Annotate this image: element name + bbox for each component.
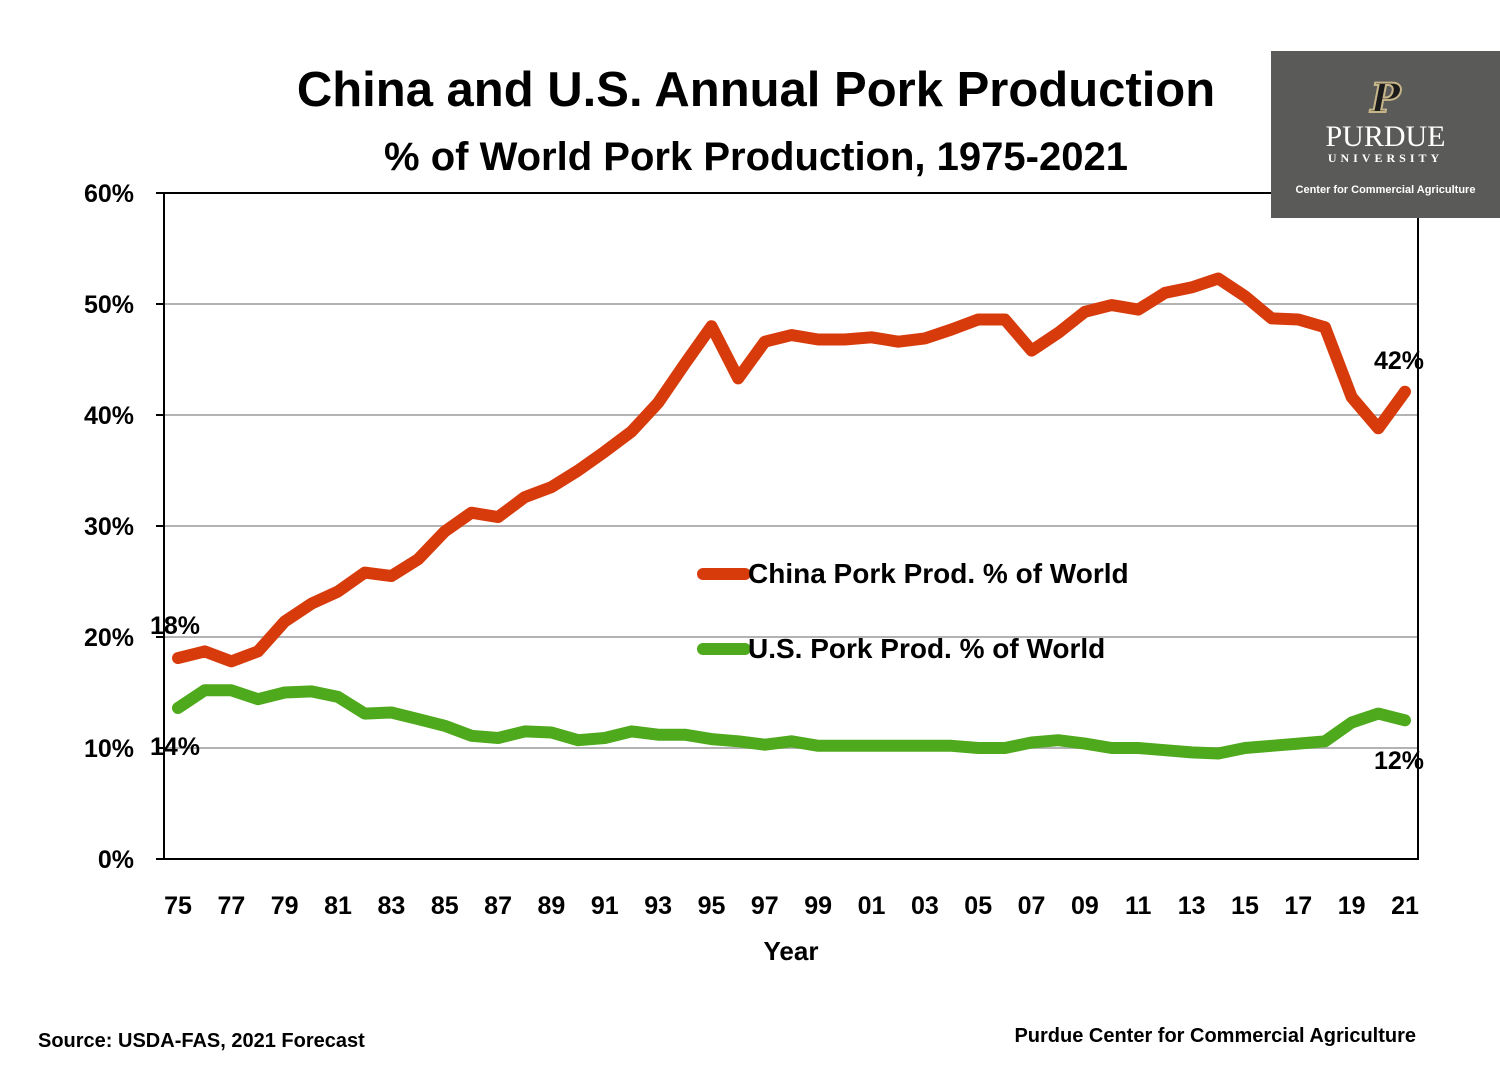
y-tick-label: 20% <box>84 624 134 652</box>
x-tick-label: 15 <box>1231 892 1259 920</box>
x-tick-label: 19 <box>1338 892 1366 920</box>
logo-name: PURDUE <box>1325 120 1446 153</box>
y-tick-label: 10% <box>84 735 134 763</box>
y-tick-label: 40% <box>84 402 134 430</box>
series-line-us <box>172 684 1411 760</box>
data-label-us-end: 12% <box>1374 747 1424 775</box>
x-tick-label: 81 <box>324 892 352 920</box>
x-tick-label: 93 <box>644 892 672 920</box>
chart-title: China and U.S. Annual Pork Production <box>297 63 1215 117</box>
x-axis: 75 77 79 81 83 85 87 89 91 93 95 97 99 01 03 05 07 09 11 13… <box>164 892 1419 920</box>
x-tick-label: 77 <box>217 892 245 920</box>
data-label-china-end: 42% <box>1374 347 1424 375</box>
x-tick-label: 95 <box>698 892 726 920</box>
x-tick-label: 03 <box>911 892 939 920</box>
legend: China Pork Prod. % of World U.S. Pork Pr… <box>697 558 1129 664</box>
y-tick-label: 60% <box>84 180 134 208</box>
x-tick-label: 99 <box>804 892 832 920</box>
x-tick-label: 11 <box>1125 892 1152 920</box>
x-tick-label: 17 <box>1284 892 1312 920</box>
y-tick-label: 0% <box>98 846 134 874</box>
x-tick-label: 09 <box>1071 892 1099 920</box>
logo-center: Center for Commercial Agriculture <box>1295 184 1476 196</box>
x-tick-label: 91 <box>591 892 619 920</box>
x-tick-label: 75 <box>164 892 192 920</box>
purdue-p-mark-icon: P <box>1369 75 1401 122</box>
source-note: Source: USDA-FAS, 2021 Forecast <box>38 1030 365 1052</box>
x-tick-label: 83 <box>377 892 405 920</box>
y-tick-label: 50% <box>84 291 134 319</box>
series-line-china <box>172 272 1411 668</box>
x-tick-label: 97 <box>751 892 779 920</box>
chart-subtitle: % of World Pork Production, 1975-2021 <box>384 135 1128 179</box>
purdue-logo: P PURDUE UNIVERSITY Center for Commercia… <box>1271 51 1500 218</box>
y-axis: 0% 10% 20% 30% 40% 50% 60% <box>84 180 164 874</box>
x-tick-label: 07 <box>1018 892 1046 920</box>
x-tick-label: 01 <box>858 892 886 920</box>
series-lines <box>172 272 1411 760</box>
x-tick-label: 13 <box>1178 892 1206 920</box>
legend-label-us: U.S. Pork Prod. % of World <box>748 633 1105 664</box>
legend-label-china: China Pork Prod. % of World <box>748 558 1129 589</box>
x-tick-label: 89 <box>538 892 566 920</box>
data-label-china-start: 18% <box>150 612 200 640</box>
y-tick-label: 30% <box>84 513 134 541</box>
x-tick-label: 05 <box>964 892 992 920</box>
x-tick-label: 87 <box>484 892 512 920</box>
x-axis-label: Year <box>764 936 819 966</box>
x-tick-label: 85 <box>431 892 459 920</box>
data-label-us-start: 14% <box>150 733 200 761</box>
x-tick-label: 21 <box>1391 892 1419 920</box>
x-tick-label: 79 <box>271 892 299 920</box>
gridlines <box>164 303 1418 749</box>
credit-note: Purdue Center for Commercial Agriculture <box>1014 1025 1416 1047</box>
logo-sub: UNIVERSITY <box>1327 151 1444 165</box>
